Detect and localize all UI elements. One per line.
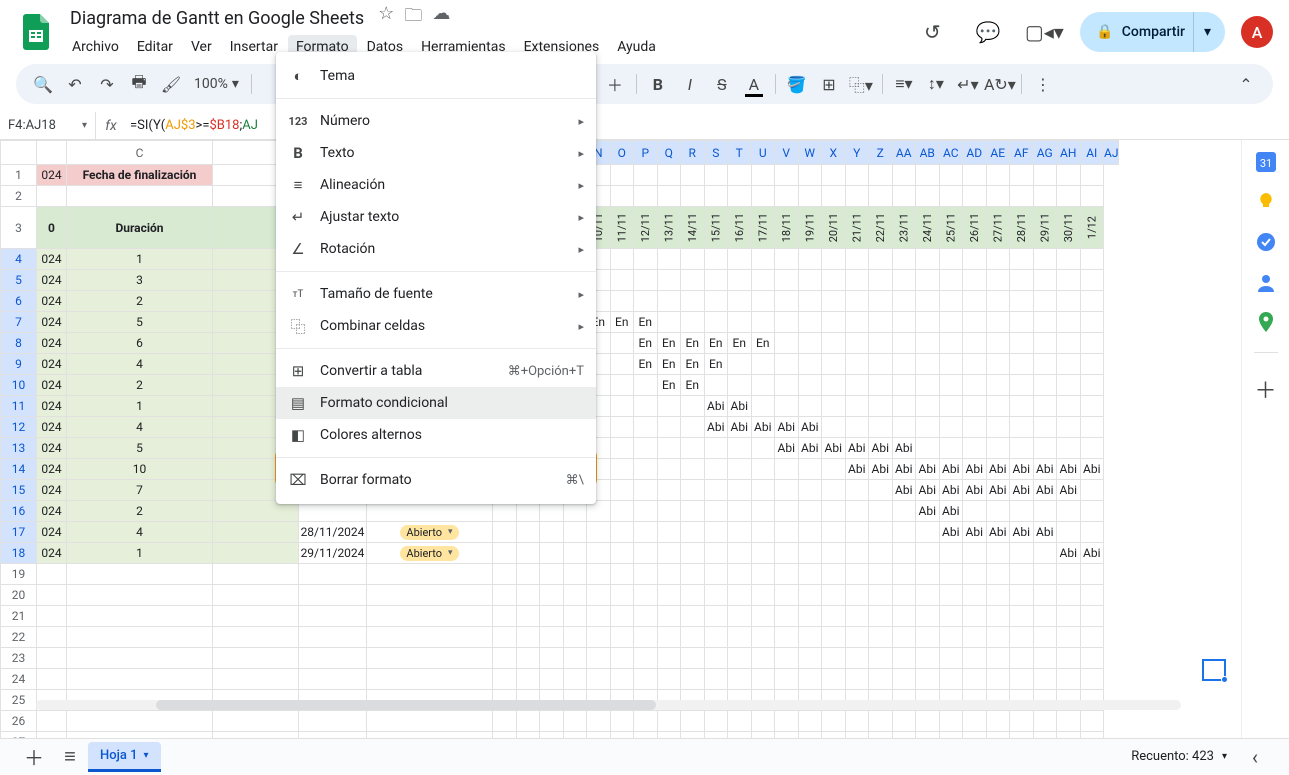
maps-icon[interactable]: [1256, 312, 1276, 332]
share-label: Compartir: [1122, 24, 1185, 40]
more-icon[interactable]: ⋮: [1028, 69, 1058, 99]
history-icon[interactable]: ↺: [912, 12, 952, 52]
share-button[interactable]: 🔒 Compartir ▾: [1080, 12, 1225, 52]
table-icon: ⊞: [288, 362, 308, 380]
menu-wrap[interactable]: ↵Ajustar texto▸: [276, 201, 596, 233]
menu-theme[interactable]: ◐Tema: [276, 60, 596, 92]
svg-text:31: 31: [1259, 157, 1271, 170]
formula-bar: F4:AJ18▾ fx =SI(Y(AJ$3>=$B18;AJ: [0, 112, 1289, 140]
menu-convert-table[interactable]: ⊞Convertir a tabla⌘+Opción+T: [276, 355, 596, 387]
account-avatar[interactable]: A: [1241, 16, 1273, 48]
menu-conditional-format[interactable]: ▤Formato condicional: [276, 387, 596, 419]
sheets-logo[interactable]: [16, 12, 56, 52]
share-caret[interactable]: ▾: [1193, 12, 1221, 52]
horizontal-scrollbar[interactable]: [36, 700, 1181, 710]
menu-alignment[interactable]: ≡Alineación▸: [276, 169, 596, 201]
menu-alternating-colors[interactable]: ◧Colores alternos: [276, 419, 596, 451]
get-addons-icon[interactable]: ＋: [1254, 373, 1276, 405]
menu-ver[interactable]: Ver: [183, 35, 220, 59]
meet-icon[interactable]: ▢◂▾: [1024, 12, 1064, 52]
menu-editar[interactable]: Editar: [129, 35, 181, 59]
valign-icon[interactable]: ↕▾: [921, 69, 951, 99]
status-pill[interactable]: Abierto▾: [400, 525, 458, 540]
search-icon[interactable]: 🔍: [28, 69, 58, 99]
status-pill[interactable]: Abierto▾: [400, 546, 458, 561]
calendar-icon[interactable]: 31: [1256, 152, 1276, 172]
spreadsheet-grid[interactable]: CKLMNOPQRSTUVWXYZAAABACADAEAFAGAHAIAJ102…: [0, 140, 1241, 750]
separator: [882, 74, 883, 94]
lock-icon: 🔒: [1096, 24, 1113, 40]
text-color-icon[interactable]: A: [739, 69, 769, 99]
collapse-toolbar-icon[interactable]: ⌃: [1231, 69, 1261, 99]
side-panel: 31 ＋: [1241, 140, 1289, 750]
status-count[interactable]: Recuento: 423▾: [1121, 745, 1237, 768]
clear-icon: ⌧: [288, 471, 308, 489]
fx-icon: fx: [96, 118, 126, 134]
menu-font-size[interactable]: тTTamaño de fuente▸: [276, 278, 596, 310]
add-sheet-icon[interactable]: ＋: [16, 739, 52, 775]
menu-text[interactable]: BTexto▸: [276, 137, 596, 169]
menu-archivo[interactable]: Archivo: [64, 35, 127, 59]
align-icon: ≡: [288, 176, 308, 194]
text-icon: B: [288, 144, 308, 162]
print-icon[interactable]: 🖶: [124, 69, 154, 99]
number-icon: 123: [288, 115, 308, 128]
zoom-selector[interactable]: 100%▾: [188, 76, 245, 92]
altcolors-icon: ◧: [288, 426, 308, 444]
keep-icon[interactable]: [1256, 192, 1276, 212]
paint-format-icon[interactable]: 🖌: [156, 69, 186, 99]
borders-icon[interactable]: ⊞: [814, 69, 844, 99]
app-header: Diagrama de Gantt en Google Sheets ☆ 🗀 ☁…: [0, 0, 1289, 56]
comments-icon[interactable]: 💬: [968, 12, 1008, 52]
document-title[interactable]: Diagrama de Gantt en Google Sheets: [64, 6, 370, 31]
tasks-icon[interactable]: [1256, 232, 1276, 252]
menu-ayuda[interactable]: Ayuda: [609, 35, 664, 59]
toolbar: 🔍 ↶ ↷ 🖶 🖌 100%▾ ＋ B I S A 🪣 ⊞ ⿻▾ ≡▾ ↕▾ ↵…: [16, 64, 1273, 104]
separator: [775, 74, 776, 94]
align-icon[interactable]: ≡▾: [889, 69, 919, 99]
sheet-tab[interactable]: Hoja 1▾: [88, 742, 161, 772]
redo-icon[interactable]: ↷: [92, 69, 122, 99]
all-sheets-icon[interactable]: ≡: [52, 739, 88, 775]
fontsize-icon: тT: [288, 289, 308, 300]
separator: [251, 74, 252, 94]
selection-outline: [1202, 659, 1226, 681]
menu-number[interactable]: 123Número▸: [276, 105, 596, 137]
menu-rotation[interactable]: ∠Rotación▸: [276, 233, 596, 265]
cloud-icon[interactable]: ☁: [432, 3, 450, 33]
rotation-icon: ∠: [288, 240, 308, 258]
merge-icon: ⿻: [288, 316, 308, 337]
fill-color-icon[interactable]: 🪣: [782, 69, 812, 99]
wrap-icon[interactable]: ↵▾: [953, 69, 983, 99]
strikethrough-icon[interactable]: S: [707, 69, 737, 99]
name-box[interactable]: F4:AJ18▾: [0, 112, 96, 139]
merge-icon[interactable]: ⿻▾: [846, 69, 876, 99]
format-menu-dropdown: ◐Tema 123Número▸ BTexto▸ ≡Alineación▸ ↵A…: [276, 52, 596, 504]
menu-clear-format[interactable]: ⌧Borrar formato⌘\: [276, 464, 596, 496]
theme-icon: ◐: [288, 67, 308, 85]
bold-icon[interactable]: B: [643, 69, 673, 99]
sheet-tab-bar: ＋ ≡ Hoja 1▾ Recuento: 423▾ ‹: [0, 738, 1289, 774]
menu-merge[interactable]: ⿻Combinar celdas▸: [276, 310, 596, 342]
wrap-icon: ↵: [288, 208, 308, 226]
separator: [1021, 74, 1022, 94]
undo-icon[interactable]: ↶: [60, 69, 90, 99]
italic-icon[interactable]: I: [675, 69, 705, 99]
move-icon[interactable]: 🗀: [404, 3, 422, 33]
star-icon[interactable]: ☆: [378, 3, 394, 33]
add-icon[interactable]: ＋: [600, 69, 630, 99]
conditional-icon: ▤: [288, 394, 308, 412]
rotate-icon[interactable]: A↻▾: [985, 69, 1015, 99]
explore-icon[interactable]: ‹: [1237, 739, 1273, 775]
separator: [636, 74, 637, 94]
contacts-icon[interactable]: [1256, 272, 1276, 292]
